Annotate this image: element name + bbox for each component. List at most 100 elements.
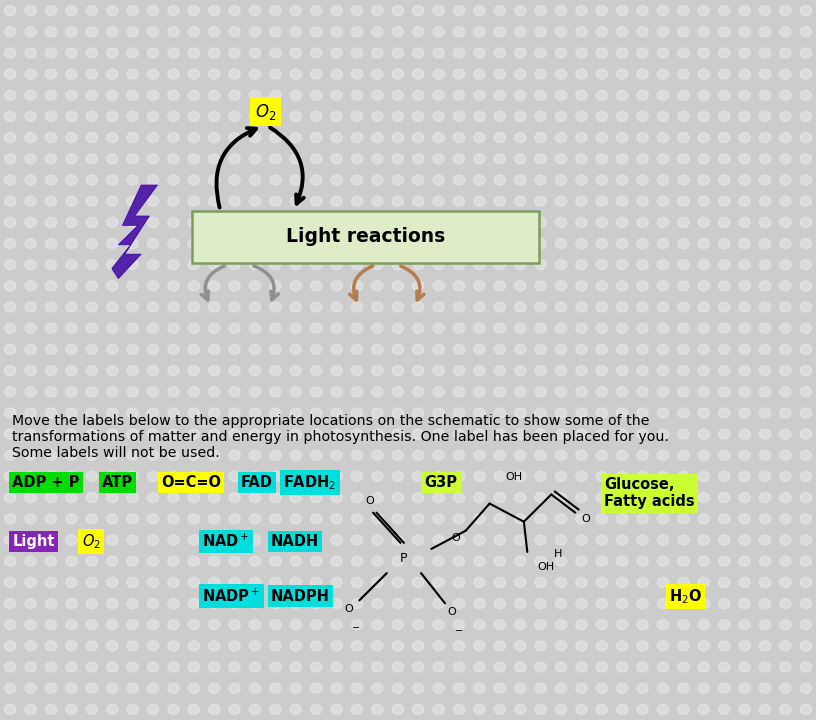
Circle shape	[45, 366, 57, 376]
Circle shape	[658, 662, 669, 672]
Circle shape	[555, 366, 566, 376]
Circle shape	[677, 683, 689, 693]
Circle shape	[658, 556, 669, 566]
Circle shape	[412, 175, 424, 185]
Circle shape	[473, 217, 485, 228]
Circle shape	[24, 69, 36, 79]
Circle shape	[188, 387, 199, 397]
Circle shape	[596, 112, 607, 122]
Circle shape	[127, 387, 138, 397]
Circle shape	[127, 704, 138, 714]
Circle shape	[351, 302, 362, 312]
Circle shape	[148, 577, 158, 588]
Circle shape	[555, 408, 566, 418]
Circle shape	[351, 323, 362, 333]
Circle shape	[576, 492, 587, 503]
Circle shape	[168, 408, 180, 418]
Circle shape	[5, 620, 16, 630]
Circle shape	[800, 535, 811, 545]
Circle shape	[290, 132, 302, 143]
Circle shape	[596, 281, 607, 291]
Circle shape	[45, 281, 57, 291]
Circle shape	[310, 196, 322, 206]
Circle shape	[494, 535, 505, 545]
Circle shape	[127, 620, 138, 630]
Circle shape	[86, 132, 98, 143]
Circle shape	[209, 366, 220, 376]
Circle shape	[677, 577, 689, 588]
Circle shape	[596, 683, 607, 693]
Circle shape	[24, 408, 36, 418]
Circle shape	[698, 281, 710, 291]
Circle shape	[24, 492, 36, 503]
Circle shape	[616, 48, 628, 58]
Circle shape	[473, 704, 485, 714]
Text: ADP + P: ADP + P	[12, 475, 80, 490]
Circle shape	[718, 366, 730, 376]
Circle shape	[127, 175, 138, 185]
Circle shape	[209, 217, 220, 228]
Circle shape	[127, 641, 138, 651]
Circle shape	[432, 577, 444, 588]
Circle shape	[412, 492, 424, 503]
Circle shape	[800, 175, 811, 185]
Circle shape	[45, 238, 57, 248]
Circle shape	[658, 132, 669, 143]
Circle shape	[392, 344, 403, 354]
Circle shape	[270, 450, 281, 460]
Circle shape	[576, 344, 587, 354]
Circle shape	[5, 217, 16, 228]
Circle shape	[636, 112, 648, 122]
Circle shape	[738, 175, 751, 185]
Circle shape	[759, 27, 770, 37]
Circle shape	[616, 620, 628, 630]
Circle shape	[494, 620, 505, 630]
Circle shape	[658, 683, 669, 693]
Circle shape	[718, 154, 730, 164]
Circle shape	[616, 366, 628, 376]
Circle shape	[209, 556, 220, 566]
Circle shape	[188, 620, 199, 630]
Circle shape	[576, 620, 587, 630]
Circle shape	[45, 90, 57, 100]
Circle shape	[65, 366, 77, 376]
Circle shape	[188, 132, 199, 143]
Circle shape	[168, 472, 180, 482]
Circle shape	[658, 260, 669, 270]
Circle shape	[534, 132, 547, 143]
Circle shape	[780, 48, 791, 58]
Circle shape	[473, 408, 485, 418]
Circle shape	[473, 112, 485, 122]
Circle shape	[454, 281, 465, 291]
Circle shape	[514, 281, 526, 291]
Circle shape	[454, 387, 465, 397]
Circle shape	[86, 112, 98, 122]
Circle shape	[534, 302, 547, 312]
Circle shape	[270, 323, 281, 333]
Circle shape	[331, 90, 342, 100]
Circle shape	[412, 535, 424, 545]
Circle shape	[800, 132, 811, 143]
Circle shape	[372, 6, 384, 16]
Circle shape	[494, 683, 505, 693]
Circle shape	[473, 577, 485, 588]
Circle shape	[168, 69, 180, 79]
Circle shape	[86, 492, 98, 503]
Circle shape	[209, 302, 220, 312]
Circle shape	[331, 6, 342, 16]
Circle shape	[209, 535, 220, 545]
Circle shape	[270, 620, 281, 630]
Circle shape	[250, 281, 261, 291]
Circle shape	[494, 175, 505, 185]
Circle shape	[412, 238, 424, 248]
Circle shape	[677, 514, 689, 524]
Circle shape	[188, 175, 199, 185]
Circle shape	[351, 260, 362, 270]
Circle shape	[412, 472, 424, 482]
Circle shape	[209, 598, 220, 608]
Circle shape	[780, 175, 791, 185]
Circle shape	[228, 69, 240, 79]
Circle shape	[24, 535, 36, 545]
Circle shape	[290, 281, 302, 291]
Circle shape	[576, 48, 587, 58]
